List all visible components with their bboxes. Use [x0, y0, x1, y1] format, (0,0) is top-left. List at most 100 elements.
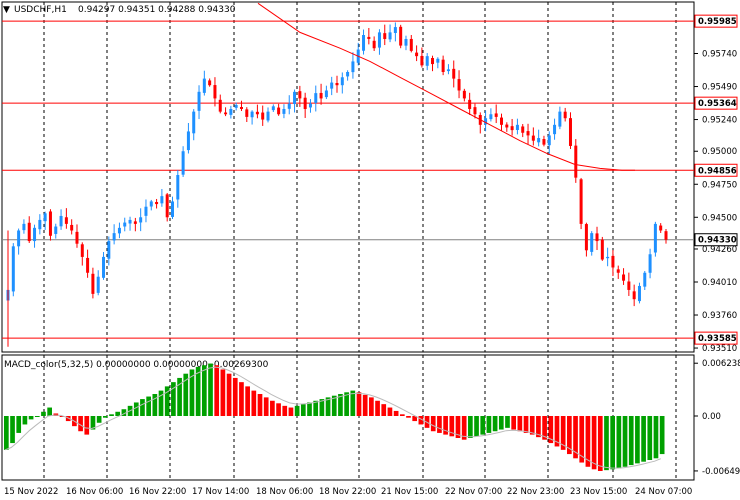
macd-histogram-bar [59, 416, 65, 417]
macd-histogram-bar [523, 416, 529, 433]
moving-average-line [257, 2, 635, 171]
candle-body [43, 213, 47, 222]
macd-histogram-bar [257, 394, 263, 416]
candle-body [500, 117, 503, 125]
candle-body [250, 111, 254, 118]
macd-histogram-bar [239, 382, 244, 416]
macd-histogram-bar [164, 386, 170, 416]
candle-body [489, 114, 493, 120]
candle-body [155, 201, 159, 205]
macd-histogram-bar [121, 409, 127, 416]
macd-histogram-bar [449, 416, 455, 437]
macd-histogram-bar [158, 390, 164, 416]
candle-body [664, 231, 668, 240]
macd-histogram-bar [492, 416, 498, 432]
candle-body [648, 254, 652, 273]
candle-body [505, 124, 509, 128]
macd-histogram-bar [548, 416, 554, 444]
macd-histogram-bar [659, 416, 665, 455]
candle-body [176, 175, 180, 200]
macd-histogram-bar [47, 407, 52, 416]
macd-histogram-bar [641, 416, 646, 462]
candle-body [123, 222, 127, 227]
candle-body [510, 126, 514, 131]
macd-histogram-bar [585, 416, 591, 467]
candle-body [574, 145, 578, 178]
macd-histogram-bar [133, 402, 139, 416]
macd-histogram-bar [573, 416, 578, 459]
macd-histogram-bar [480, 416, 486, 435]
macd-histogram-bar [338, 394, 343, 416]
candle-body [255, 111, 259, 115]
candle-body [186, 131, 190, 151]
candle-body [388, 32, 392, 40]
candle-body [64, 217, 68, 224]
macd-histogram-bar [362, 394, 368, 416]
candle-body [27, 222, 31, 242]
macd-histogram-bar [270, 400, 275, 416]
macd-histogram-bar [152, 394, 158, 416]
candle-body [80, 244, 84, 257]
candle-body [160, 196, 164, 204]
candle-body [462, 90, 466, 99]
candle-body [659, 225, 663, 231]
chart-ohlc: 0.94297 0.94351 0.94288 0.94330 [78, 5, 236, 15]
candle-body [319, 92, 323, 99]
candle-body [48, 211, 52, 236]
candle-body [239, 106, 243, 109]
candle-body [595, 233, 599, 242]
macd-histogram-bar [653, 416, 659, 459]
level-price-label: 0.94856 [698, 166, 737, 176]
candle-body [107, 241, 111, 259]
candle-body [653, 223, 657, 253]
macd-histogram-bar [140, 399, 145, 416]
macd-histogram-bar [412, 416, 418, 422]
price-tick-label: 0.93510 [702, 344, 737, 354]
macd-histogram-bar [468, 416, 473, 438]
candle-body [165, 194, 169, 218]
time-axis-label: 22 Nov 23:00 [507, 487, 564, 497]
macd-histogram-bar [635, 416, 640, 464]
macd-histogram-bar [28, 416, 34, 420]
candle-body [96, 276, 100, 293]
candle-body [17, 230, 21, 247]
candle-body [372, 40, 376, 49]
price-tick-label: 0.94750 [702, 180, 737, 190]
candle-body [149, 201, 153, 207]
candle-body [308, 103, 312, 108]
macd-histogram-bar [214, 365, 220, 416]
chart-menu-triangle-icon[interactable]: ▼ [3, 5, 10, 15]
time-axis-label: 18 Nov 06:00 [256, 487, 313, 497]
candle-body [611, 255, 615, 268]
candle-body [606, 256, 610, 259]
macd-histogram-bar [226, 373, 232, 416]
macd-histogram-bar [146, 396, 151, 416]
level-price-tag [694, 14, 738, 28]
macd-histogram-bar [282, 405, 288, 416]
candle-body [22, 223, 26, 231]
candle-body [643, 272, 647, 287]
macd-histogram-bar [201, 365, 207, 416]
candle-body [33, 227, 37, 242]
macd-histogram-bar [430, 416, 436, 432]
candle-body [399, 26, 403, 46]
candle-body [515, 124, 519, 131]
macd-histogram-bar [251, 390, 257, 416]
candle-body [102, 256, 106, 278]
candle-body [287, 103, 291, 109]
macd-histogram-bar [245, 386, 250, 416]
candle-body [112, 233, 116, 241]
time-axis-label: 17 Nov 14:00 [192, 487, 249, 497]
macd-tick-label: 0.0062385 [702, 359, 740, 369]
candle-body [271, 106, 275, 111]
candle-body [298, 91, 302, 99]
candle-body [452, 68, 456, 79]
candle-body [558, 111, 562, 127]
price-tick-label: 0.93760 [702, 311, 737, 321]
macd-histogram-bar [263, 397, 269, 416]
macd-histogram-bar [455, 416, 461, 438]
level-price-label: 0.93585 [698, 334, 737, 344]
chart-symbol: USDCHF,H1 [14, 5, 67, 15]
macd-histogram-bar [288, 407, 294, 416]
